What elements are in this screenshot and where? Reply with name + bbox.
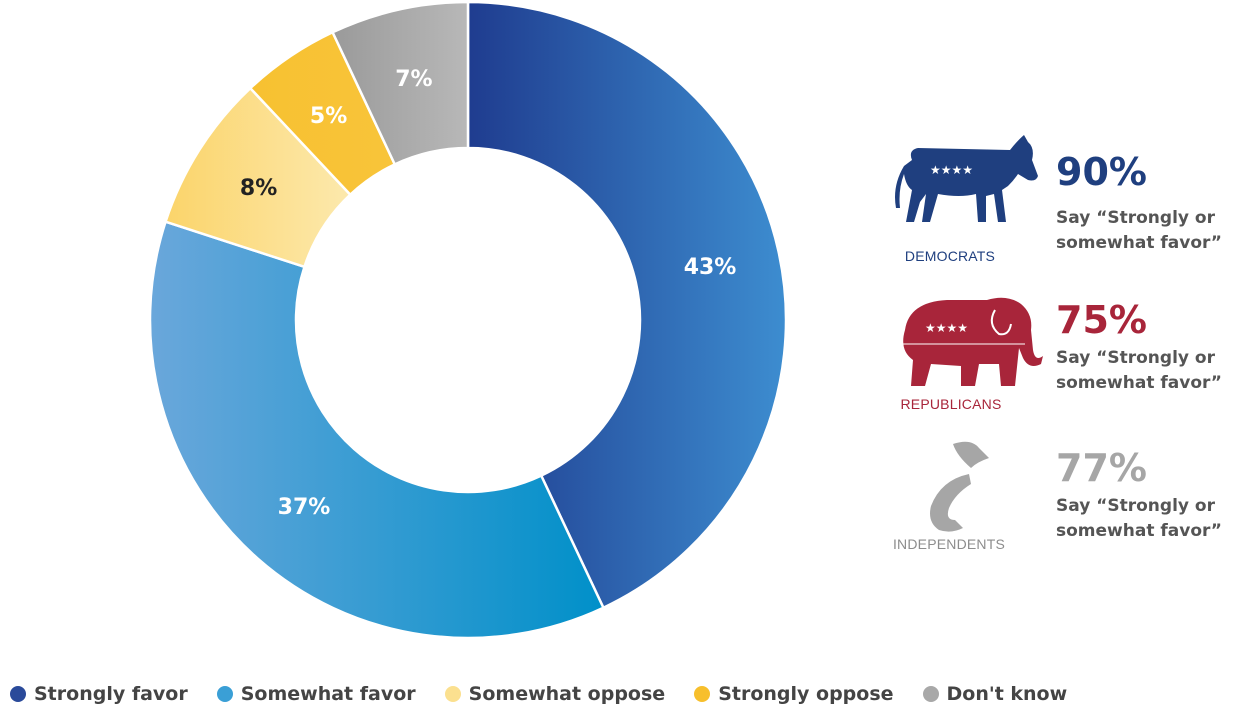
slice-label: 43% xyxy=(684,255,737,280)
slice-label: 8% xyxy=(240,176,277,201)
party-name-democrats: DEMOCRATS xyxy=(904,248,996,264)
legend-item: Strongly favor xyxy=(10,683,188,705)
donut-slice-don-t-know xyxy=(330,0,470,167)
elephant-icon: ★★★★ xyxy=(895,290,1043,410)
donut-slice-strongly-favor xyxy=(466,0,788,610)
svg-text:★★★★: ★★★★ xyxy=(925,321,968,335)
svg-text:★★★★: ★★★★ xyxy=(930,163,973,177)
legend-label: Strongly favor xyxy=(34,683,188,705)
legend-item: Somewhat oppose xyxy=(444,683,666,705)
legend-swatch xyxy=(444,686,461,702)
legend-swatch xyxy=(922,686,939,702)
chart-legend: Strongly favor Somewhat favor Somewhat o… xyxy=(10,681,1096,707)
party-say-republicans: Say “Strongly or somewhat favor” xyxy=(1056,348,1222,393)
donut-slice-somewhat-favor xyxy=(148,220,606,640)
party-pct-democrats: 90% xyxy=(1056,150,1147,194)
legend-item: Don't know xyxy=(922,683,1068,705)
party-say-independents: Say “Strongly or somewhat favor” xyxy=(1056,496,1222,541)
slice-label: 7% xyxy=(395,67,432,92)
legend-label: Strongly oppose xyxy=(718,683,894,705)
legend-swatch xyxy=(10,686,26,702)
party-name-independents: INDEPENDENTS xyxy=(892,536,1006,552)
legend-item: Somewhat favor xyxy=(216,683,416,705)
independent-i-icon xyxy=(893,440,1013,560)
slice-label: 37% xyxy=(278,495,331,520)
legend-swatch xyxy=(694,686,711,702)
slice-label: 5% xyxy=(310,104,347,129)
party-say-democrats: Say “Strongly or somewhat favor” xyxy=(1056,208,1222,253)
legend-item: Strongly oppose xyxy=(694,683,894,705)
legend-label: Somewhat oppose xyxy=(468,683,666,705)
party-pct-independents: 77% xyxy=(1056,446,1147,490)
legend-label: Don't know xyxy=(946,683,1068,705)
legend-label: Somewhat favor xyxy=(240,683,416,705)
party-pct-republicans: 75% xyxy=(1056,298,1147,342)
legend-swatch xyxy=(216,686,233,702)
donkey-icon: ★★★★ xyxy=(890,130,1038,250)
party-name-republicans: REPUBLICANS xyxy=(900,396,1002,412)
